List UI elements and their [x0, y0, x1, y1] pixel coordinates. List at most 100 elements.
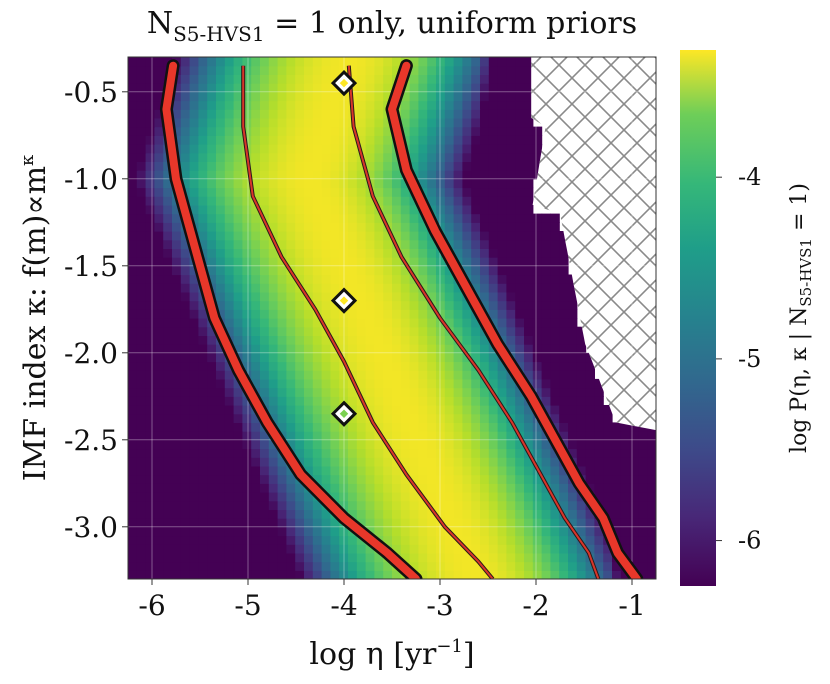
heatmap-cell — [471, 422, 481, 432]
heatmap-cell — [427, 492, 437, 502]
heatmap-cell — [418, 431, 428, 441]
heatmap-cell — [524, 552, 534, 563]
heatmap-cell — [506, 465, 516, 476]
heatmap-cell — [304, 257, 314, 267]
heatmap-cell — [383, 492, 393, 502]
heatmap-cell — [392, 178, 402, 189]
heatmap-cell — [444, 300, 455, 310]
heatmap-cell — [374, 344, 384, 354]
heatmap-cell — [295, 326, 305, 336]
heatmap-cell — [145, 248, 155, 258]
heatmap-cell — [295, 448, 305, 458]
heatmap-cell — [506, 257, 516, 267]
heatmap-cell — [286, 248, 296, 258]
heatmap-cell — [145, 413, 155, 423]
heatmap-cell — [348, 413, 358, 423]
heatmap-cell — [418, 335, 428, 345]
heatmap-cell — [163, 474, 173, 484]
heatmap-cell — [374, 135, 384, 145]
heatmap-cell — [163, 544, 173, 554]
heatmap-cell — [550, 283, 560, 293]
heatmap-cell — [471, 135, 481, 145]
heatmap-cell — [180, 518, 191, 528]
heatmap-cell — [365, 335, 375, 345]
heatmap-cell — [251, 431, 261, 441]
heatmap-cell — [436, 552, 446, 563]
heatmap-cell — [444, 231, 455, 241]
heatmap-cell — [506, 492, 516, 502]
heatmap-cell — [207, 518, 217, 528]
heatmap-cell — [568, 370, 578, 380]
heatmap-cell — [330, 570, 340, 579]
heatmap-cell — [295, 439, 305, 450]
heatmap-cell — [638, 561, 648, 571]
heatmap-cell — [524, 335, 534, 345]
heatmap-cell — [576, 518, 587, 528]
heatmap-cell — [180, 405, 191, 415]
heatmap-cell — [136, 83, 147, 93]
heatmap-cell — [312, 222, 323, 232]
heatmap-cell — [260, 431, 270, 441]
heatmap-cell — [594, 387, 604, 397]
heatmap-cell — [506, 135, 516, 145]
heatmap-cell — [409, 231, 419, 241]
heatmap-cell — [515, 535, 525, 545]
heatmap-cell — [128, 413, 138, 423]
heatmap-cell — [418, 144, 428, 154]
heatmap-cell — [136, 370, 147, 380]
heatmap-cell — [321, 552, 331, 563]
heatmap-cell — [180, 318, 191, 328]
heatmap-cell — [515, 448, 525, 458]
heatmap-cell — [400, 422, 411, 432]
heatmap-cell — [286, 544, 296, 554]
heatmap-cell — [216, 300, 226, 310]
heatmap-cell — [251, 448, 261, 458]
heatmap-cell — [365, 257, 375, 267]
heatmap-cell — [180, 344, 191, 354]
heatmap-cell — [321, 170, 331, 180]
heatmap-cell — [260, 370, 270, 380]
heatmap-cell — [409, 109, 419, 119]
heatmap-cell — [550, 483, 560, 493]
heatmap-cell — [620, 465, 631, 476]
heatmap-cell — [172, 239, 182, 249]
heatmap-cell — [603, 561, 613, 571]
heatmap-cell — [172, 344, 182, 354]
heatmap-cell — [128, 231, 138, 241]
heatmap-cell — [154, 492, 164, 502]
heatmap-cell — [488, 535, 499, 545]
heatmap-cell — [330, 65, 340, 75]
heatmap-cell — [136, 152, 147, 162]
heatmap-cell — [136, 222, 147, 232]
heatmap-cell — [497, 500, 507, 510]
heatmap-cell — [559, 474, 569, 484]
heatmap-cell — [233, 83, 243, 93]
heatmap-cell — [216, 378, 226, 389]
heatmap-cell — [136, 387, 147, 397]
heatmap-cell — [462, 231, 472, 241]
heatmap-cell — [444, 283, 455, 293]
heatmap-cell — [471, 283, 481, 293]
heatmap-cell — [277, 196, 287, 206]
heatmap-cell — [233, 248, 243, 258]
heatmap-cell — [251, 91, 261, 102]
heatmap-cell — [339, 100, 349, 110]
hatch-pattern — [531, 57, 656, 579]
heatmap-cell — [594, 535, 604, 545]
heatmap-cell — [154, 239, 164, 249]
heatmap-cell — [312, 500, 323, 510]
heatmap-cell — [277, 274, 287, 284]
heatmap-cell — [436, 405, 446, 415]
heatmap-cell — [277, 500, 287, 510]
heatmap-cell — [471, 448, 481, 458]
heatmap-cell — [268, 474, 279, 484]
heatmap-cell — [594, 448, 604, 458]
heatmap-cell — [207, 231, 217, 241]
heatmap-cell — [620, 474, 631, 484]
heatmap-cell — [145, 65, 155, 75]
heatmap-cell — [242, 265, 252, 276]
heatmap-cell — [251, 248, 261, 258]
heatmap-cell — [189, 352, 199, 363]
heatmap-cell — [339, 422, 349, 432]
heatmap-cell — [251, 483, 261, 493]
